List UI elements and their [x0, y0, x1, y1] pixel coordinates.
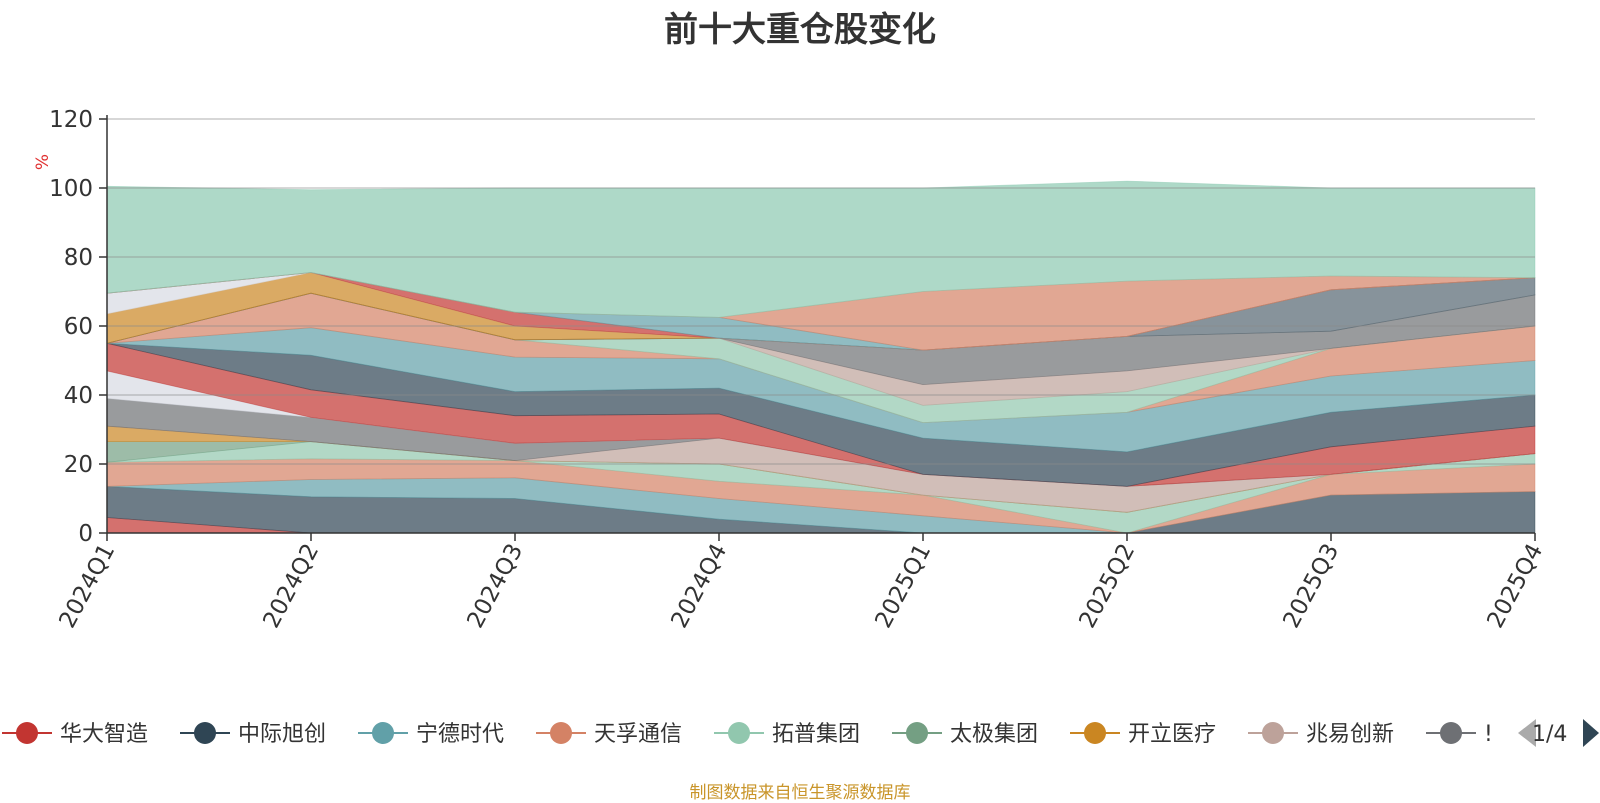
y-axis-unit: % — [33, 154, 53, 170]
legend-label: 宁德时代 — [416, 722, 504, 747]
legend-marker — [906, 722, 928, 744]
y-tick-label: 80 — [64, 245, 93, 271]
chart-title: 前十大重仓股变化 — [664, 10, 936, 50]
y-tick-label: 60 — [64, 314, 93, 340]
legend-marker — [372, 722, 394, 744]
legend-item[interactable]: 太极集团 — [892, 722, 1038, 747]
legend-marker — [1440, 722, 1462, 744]
data-source-note: 制图数据来自恒生聚源数据库 — [689, 783, 911, 803]
x-tick-label: 2025Q2 — [1074, 540, 1140, 633]
legend-item[interactable]: 开立医疗 — [1070, 722, 1216, 747]
x-tick-label: 2024Q3 — [462, 540, 528, 633]
legend-marker — [16, 722, 38, 744]
legend-prev-icon[interactable] — [1518, 719, 1536, 747]
y-tick-label: 20 — [64, 452, 93, 478]
x-tick-label: 2024Q1 — [54, 540, 120, 633]
legend-label: ! — [1484, 722, 1493, 747]
legend-marker — [550, 722, 572, 744]
legend-marker — [1262, 722, 1284, 744]
x-tick-label: 2024Q4 — [666, 540, 732, 633]
legend-page-indicator: 1/4 — [1532, 722, 1567, 747]
legend[interactable]: 华大智造 中际旭创 宁德时代 天孚通信 拓普集团 太极集团 开立医疗 兆易创新! 1/4 — [2, 719, 1599, 747]
legend-item[interactable]: 拓普集团 — [714, 722, 860, 747]
x-tick-label: 2025Q3 — [1278, 540, 1344, 633]
legend-label: 拓普集团 — [772, 722, 860, 747]
x-tick-label: 2025Q1 — [870, 540, 936, 633]
legend-label: 华大智造 — [60, 722, 148, 747]
legend-item[interactable]: 天孚通信 — [536, 722, 682, 747]
legend-item[interactable]: 宁德时代 — [358, 722, 504, 747]
legend-marker — [194, 722, 216, 744]
legend-item[interactable]: 中际旭创 — [180, 722, 326, 747]
y-tick-label: 100 — [49, 176, 93, 202]
legend-label: 天孚通信 — [594, 722, 682, 747]
x-tick-label: 2025Q4 — [1482, 540, 1548, 633]
grid-lines — [107, 118, 1535, 465]
x-tick-label: 2024Q2 — [258, 540, 324, 633]
legend-next-icon[interactable] — [1583, 719, 1599, 747]
legend-label: 太极集团 — [950, 722, 1038, 747]
legend-label: 兆易创新 — [1306, 722, 1394, 747]
legend-item[interactable]: ! — [1426, 722, 1493, 747]
y-tick-label: 120 — [49, 107, 93, 133]
legend-label: 中际旭创 — [238, 722, 326, 747]
y-tick-label: 0 — [78, 521, 93, 547]
legend-item[interactable]: 兆易创新 — [1248, 722, 1394, 747]
legend-marker — [728, 722, 750, 744]
legend-label: 开立医疗 — [1128, 722, 1216, 747]
legend-item[interactable]: 华大智造 — [2, 722, 148, 747]
legend-marker — [1084, 722, 1106, 744]
y-tick-label: 40 — [64, 383, 93, 409]
area-layer — [106, 180, 1536, 534]
